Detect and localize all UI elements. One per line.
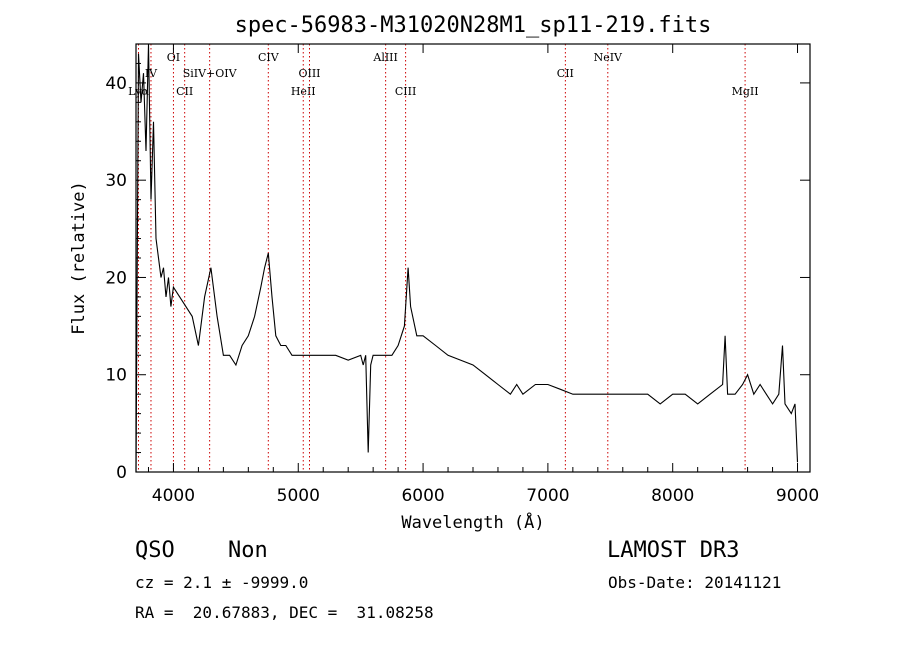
redshift-readout: cz = 2.1 ± -9999.0 <box>135 573 309 592</box>
y-axis-label: Flux (relative) <box>69 181 89 335</box>
spectral-line-markers: IVLyαOICIISiIV+OIVCIVHeIIOIIIAlIIICIIICI… <box>128 44 759 472</box>
line-label-11: NeIV <box>594 51 623 64</box>
flux-line <box>135 43 799 473</box>
y-tick-label-0: 0 <box>116 463 127 483</box>
line-label-0: IV <box>145 67 158 80</box>
x-axis-label: Wavelength (Å) <box>401 511 544 533</box>
y-tick-label-1: 10 <box>105 366 127 386</box>
plot-frame <box>135 43 811 473</box>
line-label-12: MgII <box>732 85 759 98</box>
line-label-4: SiIV+OIV <box>183 67 238 80</box>
x-tick-label-3: 7000 <box>526 486 569 506</box>
chart-title: spec-56983-M31020N28M1_sp11-219.fits <box>235 13 712 38</box>
line-label-8: AlIII <box>372 51 398 64</box>
y-tick-label-3: 30 <box>105 171 127 191</box>
axis-ticks: 4000 5000 6000 7000 8000 9000 0 10 20 30 40 <box>105 44 819 506</box>
survey-label: LAMOST DR3 <box>607 538 740 563</box>
x-tick-label-1: 5000 <box>277 486 320 506</box>
obs-date: Obs-Date: 20141121 <box>608 573 782 592</box>
x-tick-label-2: 6000 <box>401 486 444 506</box>
object-class: QSO <box>135 538 175 563</box>
line-label-7: OIII <box>298 67 320 80</box>
x-tick-label-0: 4000 <box>152 486 195 506</box>
line-label-5: CIV <box>258 51 280 64</box>
coordinates-readout: RA = 20.67883, DEC = 31.08258 <box>135 603 434 622</box>
object-subclass: Non <box>228 538 268 563</box>
x-tick-label-5: 9000 <box>776 486 819 506</box>
line-label-10: CII <box>557 67 574 80</box>
y-tick-label-4: 40 <box>105 74 127 94</box>
y-tick-label-2: 20 <box>105 268 127 288</box>
line-label-3: CII <box>176 85 193 98</box>
x-tick-label-4: 8000 <box>651 486 694 506</box>
line-label-6: HeII <box>291 85 316 98</box>
line-label-2: OI <box>167 51 180 64</box>
line-label-9: CIII <box>395 85 416 98</box>
